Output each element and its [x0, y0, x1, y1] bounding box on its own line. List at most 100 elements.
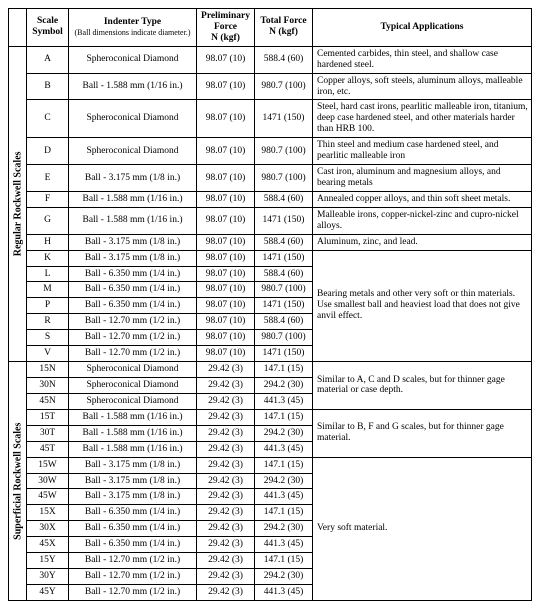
cell: 15Y — [27, 553, 69, 569]
cell: Ball - 1.588 mm (1/16 in.) — [69, 409, 197, 425]
table-row: Regular Rockwell ScalesASpheroconical Di… — [9, 46, 532, 73]
cell: Ball - 12.70 mm (1/2 in.) — [69, 569, 197, 585]
header-row: Scale Symbol Indenter Type (Ball dimensi… — [9, 9, 532, 47]
cell: Ball - 1.588 mm (1/16 in.) — [69, 191, 197, 207]
cell: Cemented carbides, thin steel, and shall… — [313, 46, 532, 73]
cell: 1471 (150) — [255, 250, 313, 266]
cell: 30N — [27, 377, 69, 393]
cell: 29.42 (3) — [197, 537, 255, 553]
cell: Ball - 1.588 mm (1/16 in.) — [69, 425, 197, 441]
cell: Ball - 1.588 mm (1/16 in.) — [69, 207, 197, 234]
cell: Bearing metals and other very soft or th… — [313, 250, 532, 361]
cell: 441.3 (45) — [255, 584, 313, 600]
table-row: 15TBall - 1.588 mm (1/16 in.)29.42 (3)14… — [9, 409, 532, 425]
cell: 147.1 (15) — [255, 505, 313, 521]
cell: Spheroconical Diamond — [69, 46, 197, 73]
cell: 98.07 (10) — [197, 298, 255, 314]
cell: 15W — [27, 457, 69, 473]
cell: 1471 (150) — [255, 207, 313, 234]
cell: 98.07 (10) — [197, 346, 255, 362]
cell: 45N — [27, 393, 69, 409]
cell: 294.2 (30) — [255, 521, 313, 537]
cell: Ball - 1.588 mm (1/16 in.) — [69, 73, 197, 100]
cell: Ball - 6.350 mm (1/4 in.) — [69, 266, 197, 282]
cell: 29.42 (3) — [197, 521, 255, 537]
cell: 147.1 (15) — [255, 457, 313, 473]
cell: Ball - 3.175 mm (1/8 in.) — [69, 473, 197, 489]
cell: Annealed copper alloys, and thin soft sh… — [313, 191, 532, 207]
cell: G — [27, 207, 69, 234]
cell: 98.07 (10) — [197, 100, 255, 138]
cell: Ball - 12.70 mm (1/2 in.) — [69, 584, 197, 600]
cell: 980.7 (100) — [255, 330, 313, 346]
cell: 30W — [27, 473, 69, 489]
table-row: KBall - 3.175 mm (1/8 in.)98.07 (10)1471… — [9, 250, 532, 266]
cell: L — [27, 266, 69, 282]
cell: 294.2 (30) — [255, 473, 313, 489]
cell: Ball - 6.350 mm (1/4 in.) — [69, 298, 197, 314]
cell: 1471 (150) — [255, 346, 313, 362]
group-regular: Regular Rockwell Scales — [9, 46, 27, 361]
cell: 29.42 (3) — [197, 489, 255, 505]
cell: Spheroconical Diamond — [69, 138, 197, 165]
cell: 29.42 (3) — [197, 553, 255, 569]
cell: 98.07 (10) — [197, 46, 255, 73]
cell: 45W — [27, 489, 69, 505]
table-row: EBall - 3.175 mm (1/8 in.)98.07 (10)980.… — [9, 165, 532, 192]
cell: 294.2 (30) — [255, 425, 313, 441]
cell: 45X — [27, 537, 69, 553]
cell: 29.42 (3) — [197, 505, 255, 521]
cell: 29.42 (3) — [197, 377, 255, 393]
cell: Ball - 12.70 mm (1/2 in.) — [69, 346, 197, 362]
cell: 15X — [27, 505, 69, 521]
header-scale-symbol: Scale Symbol — [27, 9, 69, 47]
cell: 15T — [27, 409, 69, 425]
cell: 980.7 (100) — [255, 138, 313, 165]
cell: 98.07 (10) — [197, 138, 255, 165]
table-row: FBall - 1.588 mm (1/16 in.)98.07 (10)588… — [9, 191, 532, 207]
cell: 15N — [27, 362, 69, 378]
cell: 441.3 (45) — [255, 393, 313, 409]
cell: Ball - 3.175 mm (1/8 in.) — [69, 250, 197, 266]
table-row: GBall - 1.588 mm (1/16 in.)98.07 (10)147… — [9, 207, 532, 234]
cell: 441.3 (45) — [255, 537, 313, 553]
cell: 29.42 (3) — [197, 584, 255, 600]
cell: Thin steel and medium case hardened stee… — [313, 138, 532, 165]
cell: 29.42 (3) — [197, 425, 255, 441]
cell: S — [27, 330, 69, 346]
cell: 147.1 (15) — [255, 553, 313, 569]
cell: 30X — [27, 521, 69, 537]
cell: M — [27, 282, 69, 298]
header-prelim-force: Preliminary Force N (kgf) — [197, 9, 255, 47]
cell: 294.2 (30) — [255, 377, 313, 393]
header-typical-apps: Typical Applications — [313, 9, 532, 47]
rockwell-scales-table: Scale Symbol Indenter Type (Ball dimensi… — [8, 8, 532, 601]
cell: 147.1 (15) — [255, 409, 313, 425]
cell: Ball - 6.350 mm (1/4 in.) — [69, 537, 197, 553]
cell: 29.42 (3) — [197, 393, 255, 409]
cell: Spheroconical Diamond — [69, 100, 197, 138]
cell: 1471 (150) — [255, 298, 313, 314]
cell: 98.07 (10) — [197, 250, 255, 266]
cell: Steel, hard cast irons, pearlitic mallea… — [313, 100, 532, 138]
cell: Spheroconical Diamond — [69, 362, 197, 378]
cell: Ball - 3.175 mm (1/8 in.) — [69, 489, 197, 505]
header-indenter-type: Indenter Type (Ball dimensions indicate … — [69, 9, 197, 47]
cell: B — [27, 73, 69, 100]
cell: 588.4 (60) — [255, 234, 313, 250]
cell: 98.07 (10) — [197, 207, 255, 234]
cell: 98.07 (10) — [197, 234, 255, 250]
cell: Cast iron, aluminum and magnesium alloys… — [313, 165, 532, 192]
cell: Spheroconical Diamond — [69, 377, 197, 393]
cell: 98.07 (10) — [197, 165, 255, 192]
cell: Ball - 3.175 mm (1/8 in.) — [69, 165, 197, 192]
cell: C — [27, 100, 69, 138]
cell: 1471 (150) — [255, 100, 313, 138]
cell: Ball - 6.350 mm (1/4 in.) — [69, 521, 197, 537]
cell: 980.7 (100) — [255, 282, 313, 298]
cell: 588.4 (60) — [255, 266, 313, 282]
cell: 29.42 (3) — [197, 457, 255, 473]
cell: 588.4 (60) — [255, 46, 313, 73]
table-row: DSpheroconical Diamond98.07 (10)980.7 (1… — [9, 138, 532, 165]
cell: 98.07 (10) — [197, 314, 255, 330]
